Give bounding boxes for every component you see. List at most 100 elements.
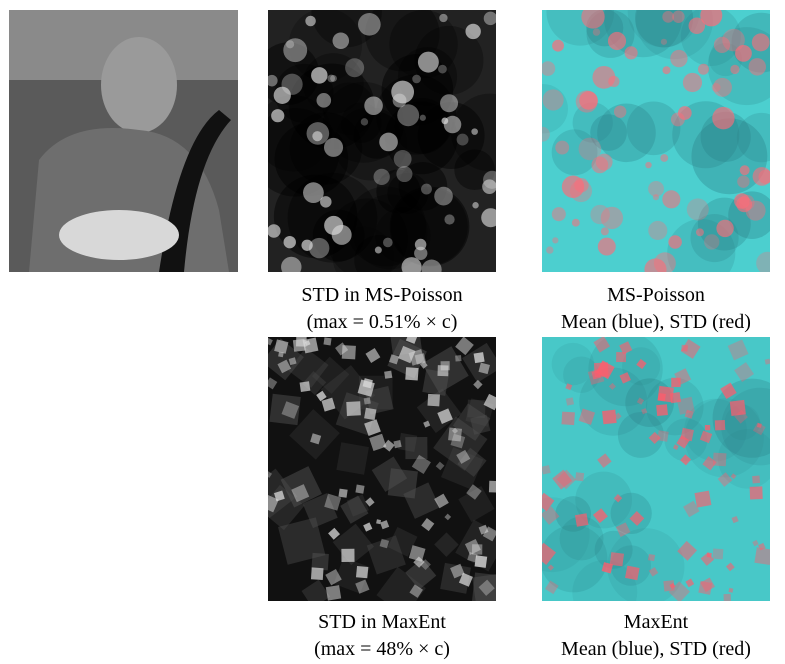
texture-blob xyxy=(355,485,364,494)
texture-blob xyxy=(715,420,725,430)
texture-blob xyxy=(338,489,347,498)
caption: MaxEnt Mean (blue), STD (red) xyxy=(526,609,785,663)
caption-line: (max = 48% × c) xyxy=(252,636,512,663)
texture-blob xyxy=(414,247,427,260)
caption: MS-Poisson Mean (blue), STD (red) xyxy=(526,282,785,336)
texture-blob xyxy=(474,352,485,363)
texture-blob xyxy=(575,472,584,481)
texture-blob xyxy=(311,567,324,580)
texture-blob xyxy=(668,235,682,249)
texture-blob xyxy=(687,198,709,220)
texture-blob xyxy=(645,162,651,168)
texture-blob xyxy=(342,345,356,359)
texture-blob xyxy=(379,133,398,152)
texture-blob xyxy=(326,585,341,600)
caption: STD in MS-Poisson (max = 0.51% × c) xyxy=(252,282,512,336)
texture-blob xyxy=(712,107,734,129)
texture-blob xyxy=(734,193,749,208)
texture-blob xyxy=(704,234,719,249)
texture-blob xyxy=(271,109,284,122)
texture-blob xyxy=(713,453,727,467)
texture-blob xyxy=(300,381,311,392)
texture-blob xyxy=(608,32,626,50)
texture-blob xyxy=(383,238,393,248)
texture-blob xyxy=(332,225,352,245)
texture-blob xyxy=(361,118,368,125)
texture-blob xyxy=(465,24,480,39)
texture-blob xyxy=(590,205,609,224)
caption-line: Mean (blue), STD (red) xyxy=(526,636,785,663)
texture-blob xyxy=(552,40,564,52)
texture-blob xyxy=(364,96,383,115)
texture-blob xyxy=(608,76,619,87)
texture-blob xyxy=(356,566,368,578)
texture-blob xyxy=(316,93,331,108)
texture-blob xyxy=(448,428,462,442)
caption-line: STD in MaxEnt xyxy=(252,609,512,636)
texture-blob xyxy=(648,554,655,561)
texture-blob xyxy=(625,566,640,581)
texture-blob xyxy=(698,64,709,75)
texture-blob xyxy=(696,228,704,236)
texture-blob xyxy=(614,105,626,117)
texture-blob xyxy=(293,339,306,352)
texture-blob xyxy=(670,50,687,67)
texture-blob xyxy=(391,81,414,104)
texture-blob xyxy=(616,352,626,362)
texture-blob xyxy=(752,33,770,51)
texture-blob xyxy=(737,175,749,187)
texture-blob xyxy=(427,394,440,407)
texture-blob xyxy=(570,180,592,202)
texture-blob xyxy=(735,45,752,62)
texture-blob xyxy=(601,227,609,235)
texture-blob xyxy=(683,73,702,92)
caption-line: MS-Poisson xyxy=(526,282,785,309)
texture-blob xyxy=(552,207,566,221)
texture-blob xyxy=(375,247,382,254)
texture-blob xyxy=(543,89,564,110)
texture-blob xyxy=(336,442,368,474)
std-map-maxent xyxy=(268,337,496,601)
texture-blob xyxy=(591,157,608,174)
caption-line: (max = 0.51% × c) xyxy=(252,309,512,336)
caption-line: Mean (blue), STD (red) xyxy=(526,309,785,336)
texture-blob xyxy=(376,519,381,524)
texture-blob xyxy=(566,397,574,405)
texture-blob xyxy=(658,393,666,401)
texture-blob xyxy=(475,555,488,568)
texture-blob xyxy=(327,75,335,83)
texture-blob xyxy=(705,425,710,430)
texture-blob xyxy=(750,486,763,499)
texture-blob xyxy=(681,345,688,352)
texture-blob xyxy=(364,397,371,404)
texture-blob xyxy=(439,14,447,22)
texture-blob xyxy=(752,475,760,483)
texture-blob xyxy=(284,236,296,248)
texture-blob xyxy=(572,219,580,227)
texture-blob xyxy=(579,91,598,110)
texture-blob xyxy=(346,186,426,266)
texture-blob xyxy=(421,184,432,195)
texture-blob xyxy=(281,74,302,95)
texture-blob xyxy=(472,202,478,208)
texture-blob xyxy=(754,547,770,565)
texture-blob xyxy=(713,549,724,560)
texture-blob xyxy=(648,221,667,240)
texture-blob xyxy=(364,408,376,420)
texture-blob xyxy=(418,52,439,73)
texture-blob xyxy=(374,169,390,185)
texture-blob xyxy=(657,430,669,442)
texture-blob xyxy=(555,141,569,155)
texture-blob xyxy=(597,104,656,163)
texture-blob xyxy=(412,75,421,84)
texture-blob xyxy=(489,481,496,493)
texture-blob xyxy=(749,58,766,75)
photo-blanket xyxy=(59,210,179,260)
texture-blob xyxy=(441,361,450,370)
texture-blob xyxy=(660,154,668,162)
mean-std-map-maxent xyxy=(542,337,770,601)
texture-blob xyxy=(384,371,392,379)
texture-blob xyxy=(312,131,322,141)
texture-blob xyxy=(444,214,454,224)
texture-blob xyxy=(283,38,307,62)
